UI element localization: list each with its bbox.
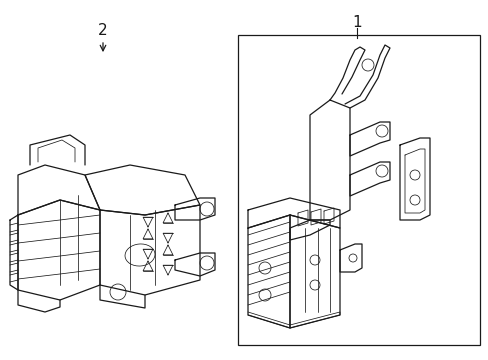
Text: 2: 2 (98, 23, 107, 37)
Text: 1: 1 (351, 14, 361, 30)
Bar (238, 35, 479, 345)
